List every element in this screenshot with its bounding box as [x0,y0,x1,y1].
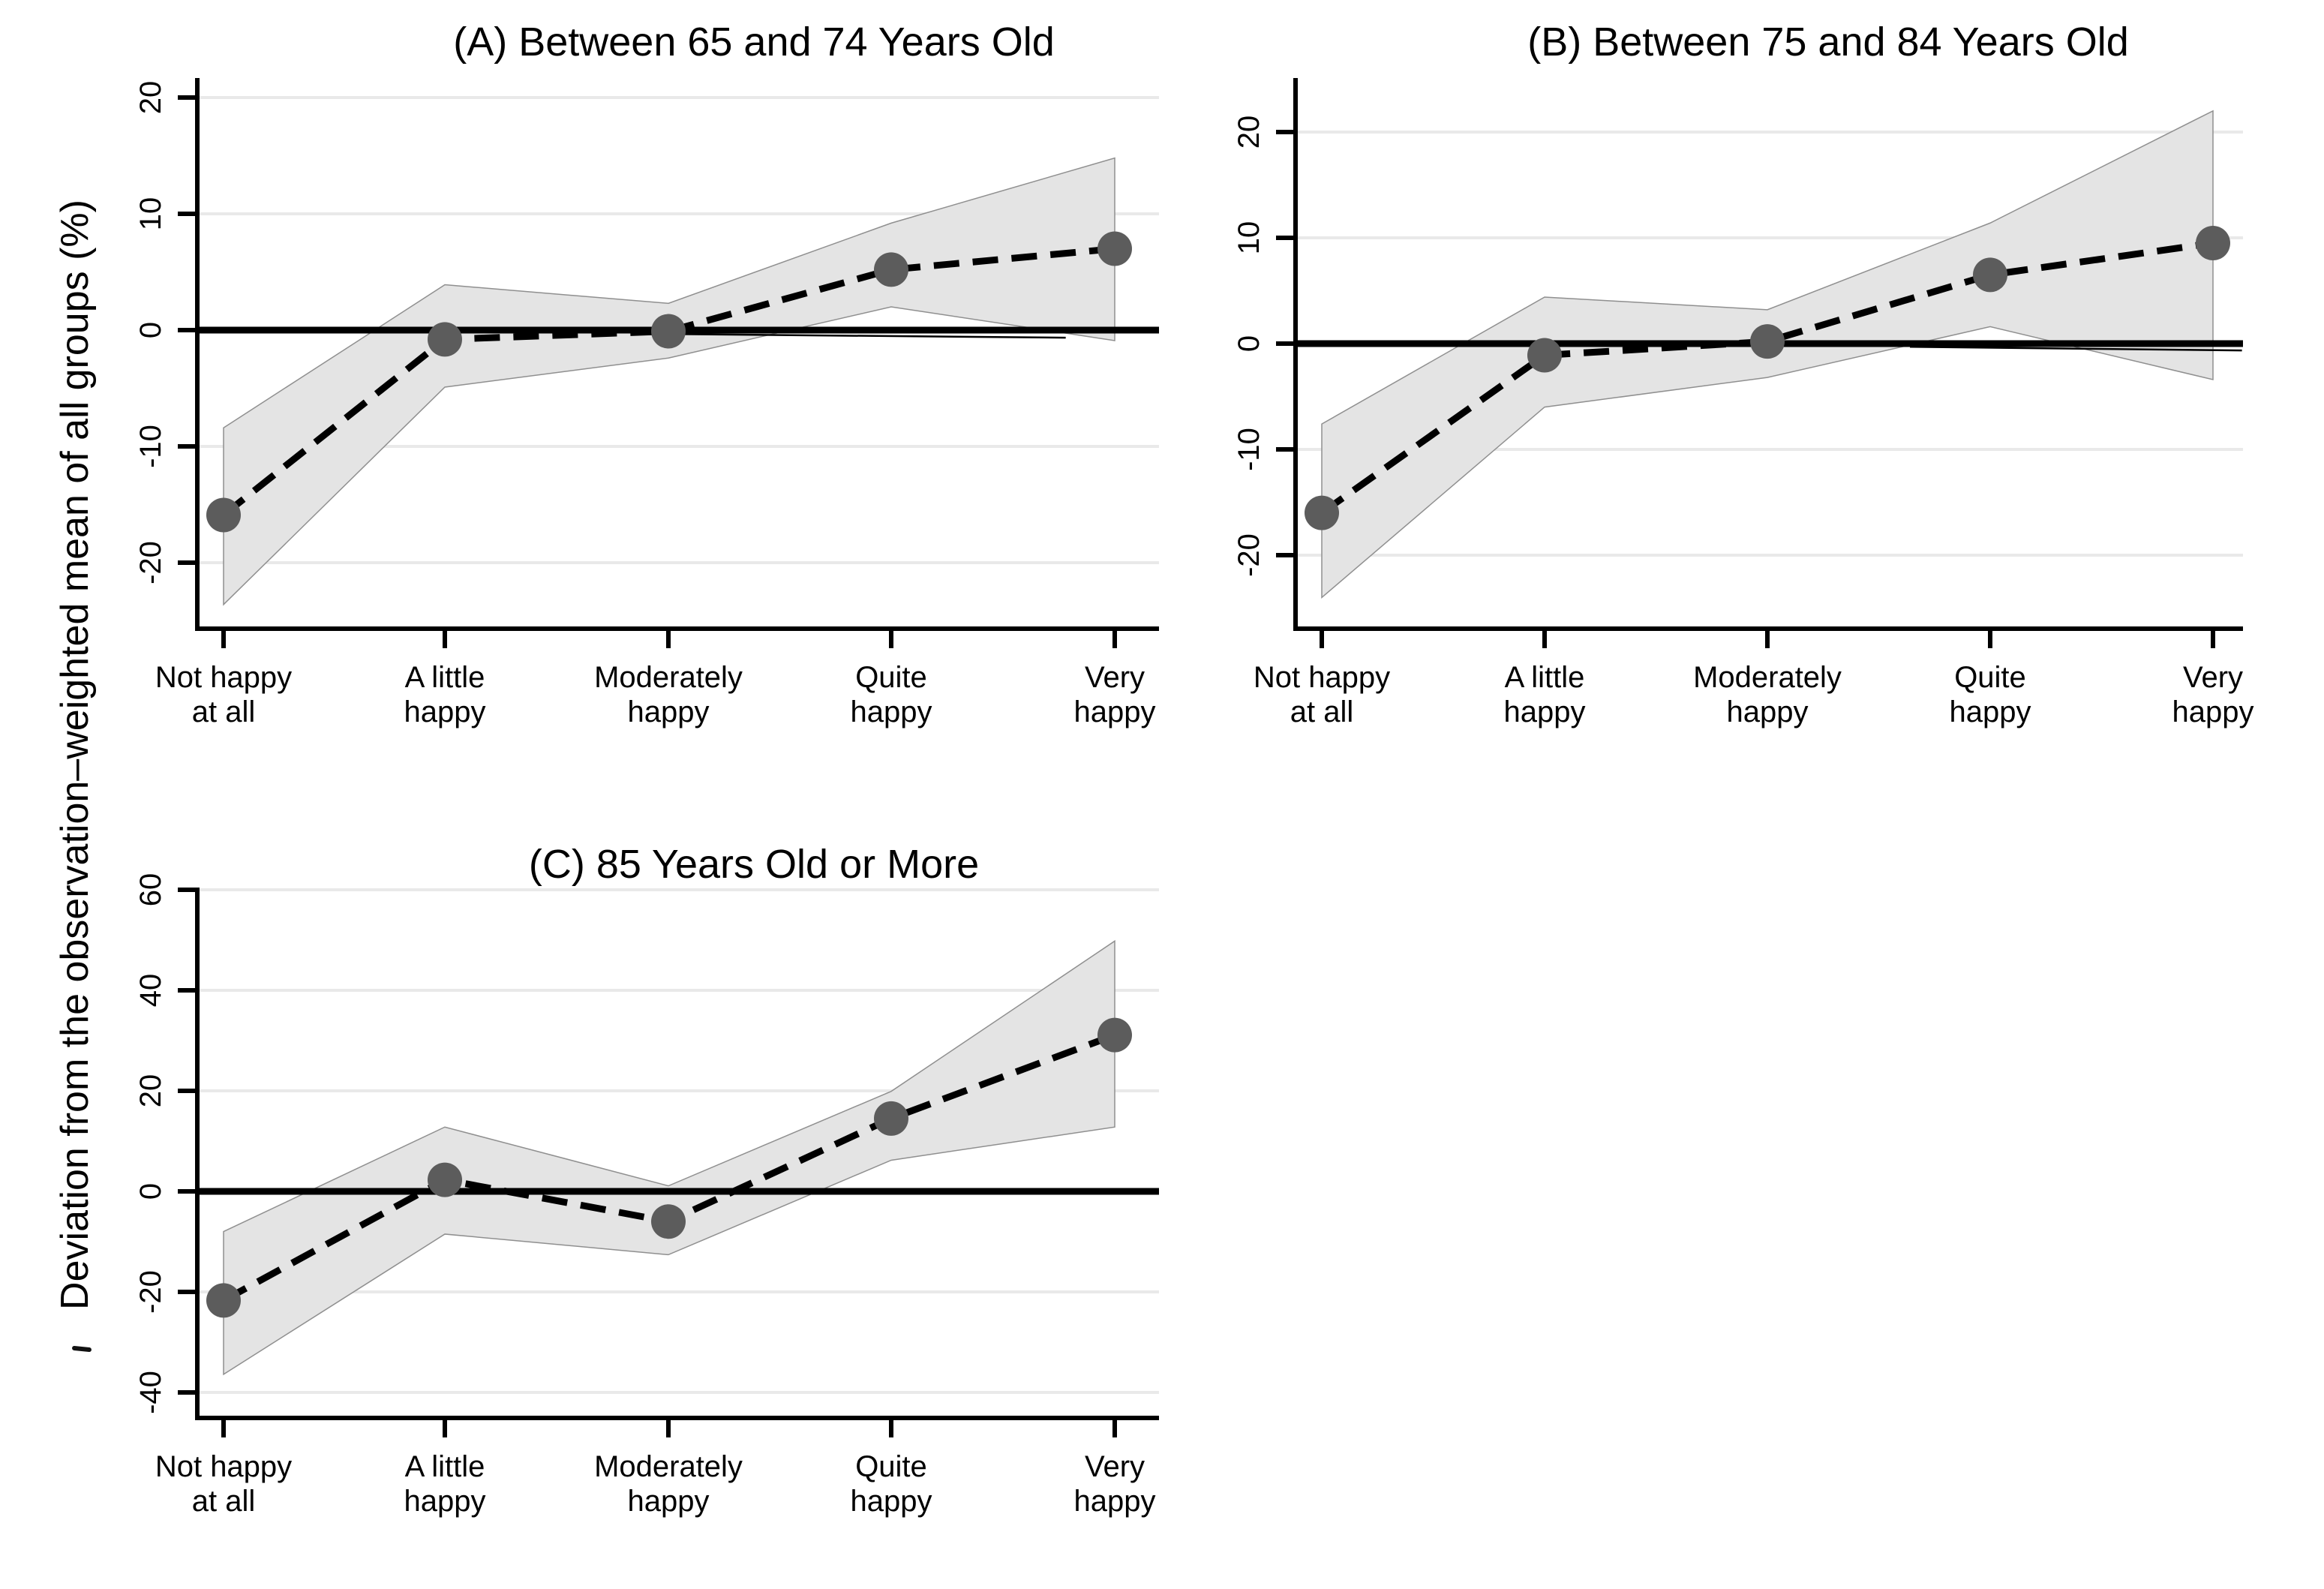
panel-c-y-tick-label: 0 [134,1183,167,1200]
panel-a-marker [428,322,462,357]
panel-c-y-tick-label: 40 [134,974,167,1008]
panel-b-category-label: A little [1505,661,1585,694]
panel-b-series-line [1320,239,2214,516]
panel-a-title: (A) Between 65 and 74 Years Old [453,20,1055,65]
panel-a-category-label: at all [192,695,256,728]
panel-b-y-tick-label: -20 [1233,533,1266,577]
panel-a-category-label: Moderately [594,661,743,694]
panel-b-y-tick-label: 10 [1233,221,1266,255]
panel-b-category-label: at all [1290,695,1354,728]
panel-b-category-label: happy [1950,695,2031,728]
panel-c-category-label: Very [1085,1450,1145,1483]
panel-b-marker [1305,495,1339,530]
panel-c-marker [428,1162,462,1197]
panel-a-category-label: Quite [855,661,927,694]
panel-b-category-label: Not happy [1254,661,1390,694]
panel-c-category-label: Not happy [155,1450,292,1483]
panel-c-category-label: happy [404,1485,486,1518]
panel-c-y-tick-label: -40 [134,1371,167,1414]
panel-a-marker [1097,231,1132,266]
panel-c-category-label: Quite [855,1450,927,1483]
panel-a-y-tick-label: 20 [134,81,167,115]
panel-b-category-label: Moderately [1693,661,1842,694]
panel-c-confidence-band [223,939,1115,1376]
panel-a-y-tick-label: 10 [134,197,167,231]
panel-c-y-tick-label: 60 [134,873,167,907]
panel-a-category-label: Very [1085,661,1145,694]
panel-a-category-label: happy [851,695,932,728]
y-axis-label: Deviation from the observation–weighted … [53,200,97,1310]
panel-c-category-label: happy [628,1485,710,1518]
panel-c-title: (C) 85 Years Old or More [528,842,980,887]
panel-a-category-label: A little [405,661,485,694]
panel-c-category-label: happy [1074,1485,1156,1518]
panel-b-marker [1973,257,2007,293]
panel-a-series-line [221,245,1115,518]
panel-b-category-label: happy [1727,695,1809,728]
panel-a-marker [651,314,686,349]
panel-b-marker [1527,338,1562,373]
panel-a-aux-line [680,333,1066,339]
panel-c-series-line [221,1032,1116,1304]
panel-c-category-label: happy [851,1485,932,1518]
panel-b-y-tick-label: 20 [1233,116,1266,149]
panel-b-aux-line [1910,345,2242,352]
panel-a-category-label: happy [404,695,486,728]
panel-b-y-tick-label: 0 [1233,335,1266,352]
panel-a-category-label: happy [1074,695,1156,728]
panel-c-category-label: A little [405,1450,485,1483]
panel-c-category-label: at all [192,1485,256,1518]
panel-b-confidence-band [1321,110,2214,599]
panel-c-y-tick-label: 20 [134,1074,167,1108]
panel-c-marker [651,1204,686,1239]
panel-a-y-tick-label: 0 [134,322,167,338]
panel-a-marker [874,252,908,287]
panel-a-confidence-band [223,157,1115,606]
panel-b-category-label: happy [2172,695,2254,728]
panel-b-marker [1750,324,1785,359]
panel-b-category-label: Very [2183,661,2243,694]
panel-b-marker [2196,226,2230,261]
panel-c-marker [1097,1017,1132,1053]
panel-b-y-tick-label: -10 [1233,428,1266,471]
panel-b-category-label: happy [1504,695,1586,728]
panel-c-y-tick-label: -20 [134,1270,167,1314]
panel-b-title: (B) Between 75 and 84 Years Old [1527,20,2129,65]
panel-a-y-tick-label: -10 [134,425,167,468]
panel-a-y-tick-label: -20 [134,541,167,584]
panel-b-category-label: Quite [1954,661,2026,694]
panel-c-category-label: Moderately [594,1450,743,1483]
panel-a-marker [206,497,241,533]
panel-c-marker [206,1283,241,1318]
panel-a-category-label: Not happy [155,661,292,694]
panel-a-category-label: happy [628,695,710,728]
panel-c-marker [874,1101,908,1136]
